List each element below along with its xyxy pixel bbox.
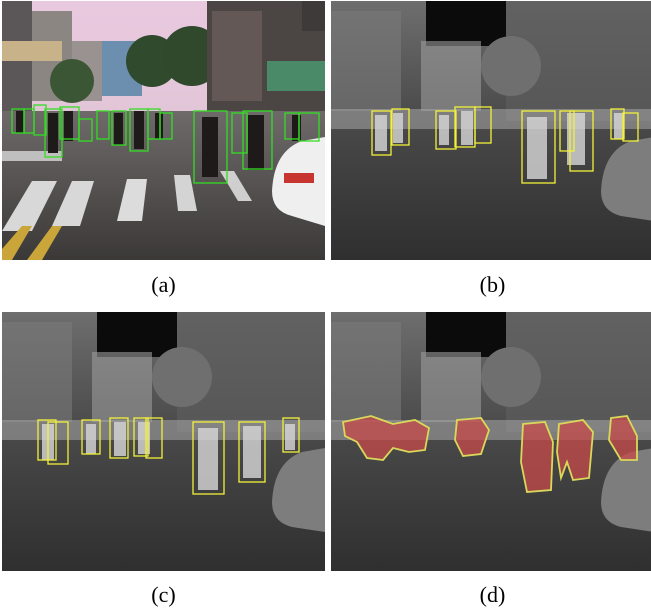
mask-person-right <box>608 415 638 461</box>
panel-a-rgb-image <box>2 1 325 260</box>
mask-person-mid <box>454 417 490 457</box>
rgb-street-photo <box>2 1 325 260</box>
caption-d: (d) <box>479 582 506 607</box>
mask-person-large <box>520 421 554 493</box>
mask-group-left <box>341 415 430 461</box>
caption-a: (a) <box>151 272 176 297</box>
thermal-photo-b <box>331 1 651 260</box>
mask-person-pair <box>556 419 594 482</box>
caption-c: (c) <box>151 582 176 607</box>
caption-b: (b) <box>479 272 506 297</box>
thermal-photo-c <box>2 312 325 571</box>
panel-d-thermal-mask-image <box>331 312 651 571</box>
panel-c-thermal-image <box>2 312 325 571</box>
panel-b-thermal-image <box>331 1 651 260</box>
thermal-photo-d <box>331 312 651 571</box>
